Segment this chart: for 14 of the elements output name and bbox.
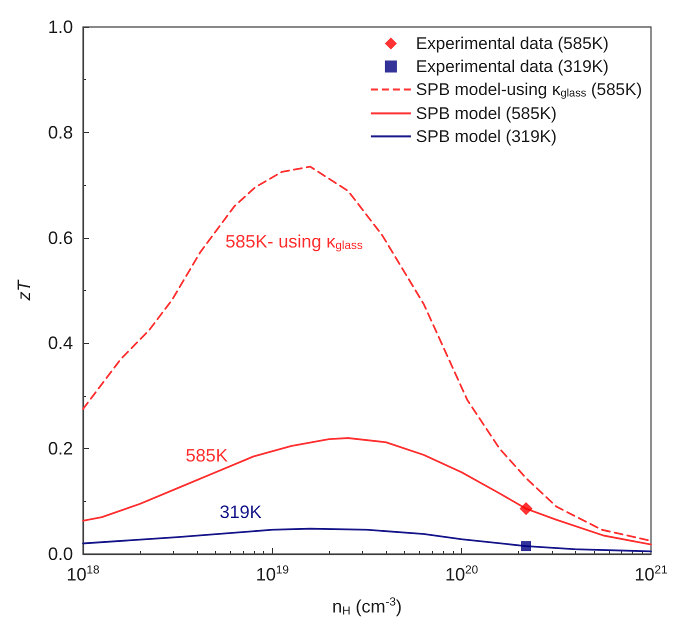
y-tick-label: 1.0 <box>48 17 73 37</box>
y-tick-label: 0.6 <box>48 228 73 248</box>
legend-label: SPB model-using κglass (585K) <box>416 80 642 100</box>
y-tick-label: 0.8 <box>48 122 73 142</box>
y-tick-label: 0.4 <box>48 333 73 354</box>
annotation: 585K <box>186 446 228 466</box>
legend-label: SPB model (319K) <box>416 126 557 146</box>
y-tick-label: 0.2 <box>48 438 73 459</box>
legend-label: SPB model (585K) <box>416 104 557 123</box>
annotation: 319K <box>220 502 262 522</box>
legend-label: Experimental data (585K) <box>416 34 609 53</box>
y-axis-title: zT <box>14 278 34 302</box>
legend-label: Experimental data (319K) <box>416 57 609 76</box>
y-tick-label: 0.0 <box>48 544 73 564</box>
